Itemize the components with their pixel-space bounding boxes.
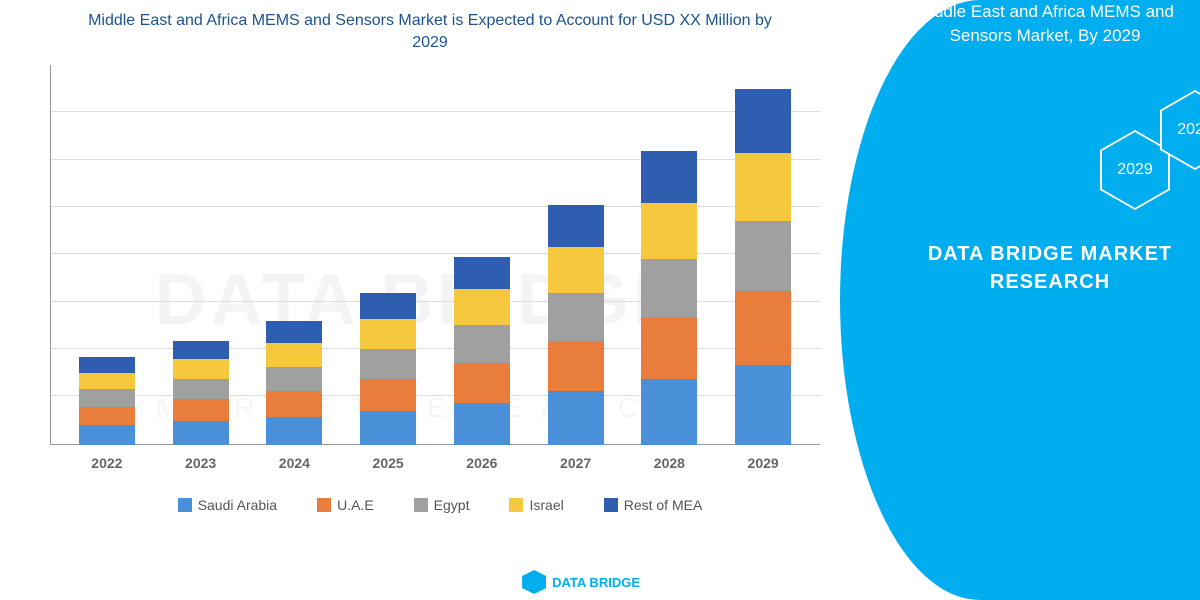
- legend-item: U.A.E: [317, 497, 374, 513]
- bar-segment-Rest-of-MEA: [173, 341, 229, 359]
- bar-segment-Egypt: [360, 349, 416, 379]
- bar-segment-Saudi-Arabia: [641, 379, 697, 445]
- x-label: 2025: [360, 445, 416, 485]
- legend-item: Egypt: [414, 497, 470, 513]
- brand-line2: RESEARCH: [920, 268, 1180, 296]
- bar-2022: [79, 357, 135, 445]
- bar-segment-U.A.E: [735, 291, 791, 365]
- legend-swatch: [317, 498, 331, 512]
- bar-2028: [641, 151, 697, 445]
- bar-segment-Rest-of-MEA: [548, 205, 604, 247]
- legend-label: Saudi Arabia: [198, 497, 277, 513]
- bar-segment-Israel: [735, 153, 791, 221]
- x-label: 2024: [266, 445, 322, 485]
- bar-segment-Israel: [548, 247, 604, 293]
- bar-segment-Saudi-Arabia: [79, 425, 135, 445]
- legend-item: Rest of MEA: [604, 497, 703, 513]
- hex-2029-label: 2029: [1117, 161, 1153, 179]
- bar-segment-Israel: [173, 359, 229, 379]
- bar-segment-Rest-of-MEA: [79, 357, 135, 373]
- bar-segment-Egypt: [79, 389, 135, 407]
- bar-2024: [266, 321, 322, 445]
- legend: Saudi Arabia U.A.E Egypt Israel Rest of MEA: [60, 497, 820, 513]
- brand-line1: DATA BRIDGE MARKET: [920, 240, 1180, 268]
- bar-segment-U.A.E: [360, 379, 416, 411]
- bar-2026: [454, 257, 510, 445]
- chart-plot: 2022 2023 2024 2025 2026 2027 2028 2029: [50, 65, 820, 485]
- hex-2022-label: 2022: [1177, 121, 1200, 139]
- bar-segment-Egypt: [548, 293, 604, 341]
- bar-segment-Israel: [79, 373, 135, 389]
- legend-label: Rest of MEA: [624, 497, 703, 513]
- bar-segment-U.A.E: [548, 341, 604, 391]
- hex-2029: 2029: [1100, 130, 1170, 210]
- bar-segment-Rest-of-MEA: [735, 89, 791, 153]
- bar-segment-Saudi-Arabia: [266, 417, 322, 445]
- bar-segment-Saudi-Arabia: [360, 411, 416, 445]
- legend-swatch: [414, 498, 428, 512]
- bar-segment-Saudi-Arabia: [454, 403, 510, 445]
- bar-segment-Israel: [360, 319, 416, 349]
- brand-text: DATA BRIDGE MARKET RESEARCH: [920, 240, 1180, 296]
- bar-segment-Egypt: [266, 367, 322, 391]
- side-panel: Middle East and Africa MEMS and Sensors …: [840, 0, 1200, 600]
- chart-title: Middle East and Africa MEMS and Sensors …: [40, 10, 820, 55]
- legend-swatch: [509, 498, 523, 512]
- legend-label: Egypt: [434, 497, 470, 513]
- legend-swatch: [604, 498, 618, 512]
- x-label: 2026: [454, 445, 510, 485]
- x-label: 2022: [79, 445, 135, 485]
- bar-segment-Israel: [266, 343, 322, 367]
- bar-segment-Egypt: [454, 325, 510, 363]
- main-container: Middle East and Africa MEMS and Sensors …: [0, 0, 1200, 600]
- side-panel-title: Middle East and Africa MEMS and Sensors …: [900, 0, 1190, 48]
- legend-item: Saudi Arabia: [178, 497, 277, 513]
- legend-label: U.A.E: [337, 497, 374, 513]
- bar-2023: [173, 341, 229, 445]
- x-labels: 2022 2023 2024 2025 2026 2027 2028 2029: [50, 445, 820, 485]
- footer-logo-text: DATA BRIDGE: [552, 576, 640, 589]
- bar-segment-Israel: [454, 289, 510, 325]
- legend-item: Israel: [509, 497, 563, 513]
- x-label: 2027: [548, 445, 604, 485]
- bar-segment-Egypt: [173, 379, 229, 399]
- bar-segment-Rest-of-MEA: [266, 321, 322, 343]
- bar-segment-Rest-of-MEA: [360, 293, 416, 319]
- bar-segment-Saudi-Arabia: [173, 421, 229, 445]
- bar-segment-Saudi-Arabia: [735, 365, 791, 445]
- bar-2027: [548, 205, 604, 445]
- bar-segment-U.A.E: [173, 399, 229, 421]
- bar-segment-U.A.E: [79, 407, 135, 425]
- bar-2029: [735, 89, 791, 445]
- x-label: 2023: [173, 445, 229, 485]
- legend-label: Israel: [529, 497, 563, 513]
- bar-segment-Rest-of-MEA: [454, 257, 510, 289]
- legend-swatch: [178, 498, 192, 512]
- footer-logo-icon: [522, 570, 546, 594]
- footer-logo: DATA BRIDGE: [522, 570, 640, 594]
- bar-segment-U.A.E: [454, 363, 510, 403]
- bar-segment-U.A.E: [266, 391, 322, 417]
- x-label: 2029: [735, 445, 791, 485]
- bar-segment-Israel: [641, 203, 697, 259]
- bar-segment-Egypt: [735, 221, 791, 291]
- bar-segment-Rest-of-MEA: [641, 151, 697, 203]
- bar-2025: [360, 293, 416, 445]
- bar-segment-U.A.E: [641, 317, 697, 379]
- chart-area: Middle East and Africa MEMS and Sensors …: [0, 0, 840, 600]
- bars-container: [50, 65, 820, 445]
- x-label: 2028: [641, 445, 697, 485]
- bar-segment-Egypt: [641, 259, 697, 317]
- bar-segment-Saudi-Arabia: [548, 391, 604, 445]
